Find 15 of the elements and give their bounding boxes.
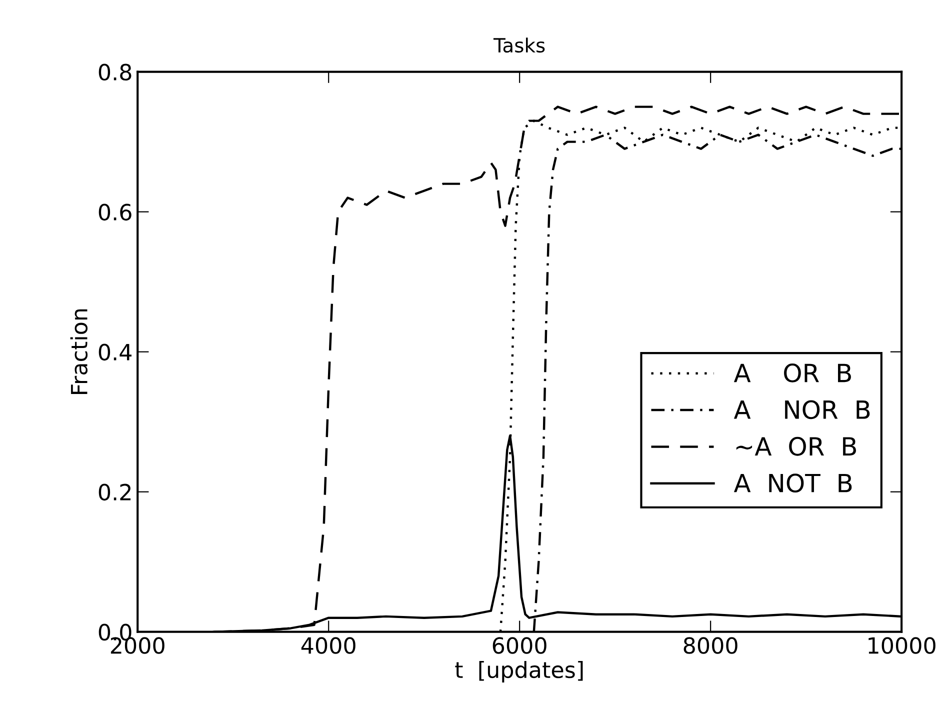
- legend-label: A NOR B: [734, 400, 870, 420]
- x-axis-title: t [updates]: [455, 660, 583, 682]
- y-tick-label: 0.6: [98, 204, 132, 221]
- x-tick-label: 4000: [301, 637, 356, 654]
- y-tick-label: 0.2: [98, 484, 131, 501]
- y-tick-label: 0.4: [98, 344, 132, 361]
- x-tick-label: 8000: [684, 637, 738, 654]
- legend-label: A NOT B: [734, 474, 852, 493]
- x-tick-label: 10000: [868, 637, 936, 654]
- legend-label: A OR B: [734, 364, 851, 382]
- y-tick-label: 0.8: [98, 64, 132, 81]
- chart-title: Tasks: [493, 38, 545, 53]
- x-tick-label: 6000: [492, 637, 546, 654]
- y-axis-title: Fraction: [70, 309, 88, 394]
- legend-label: ~A OR B: [736, 436, 856, 456]
